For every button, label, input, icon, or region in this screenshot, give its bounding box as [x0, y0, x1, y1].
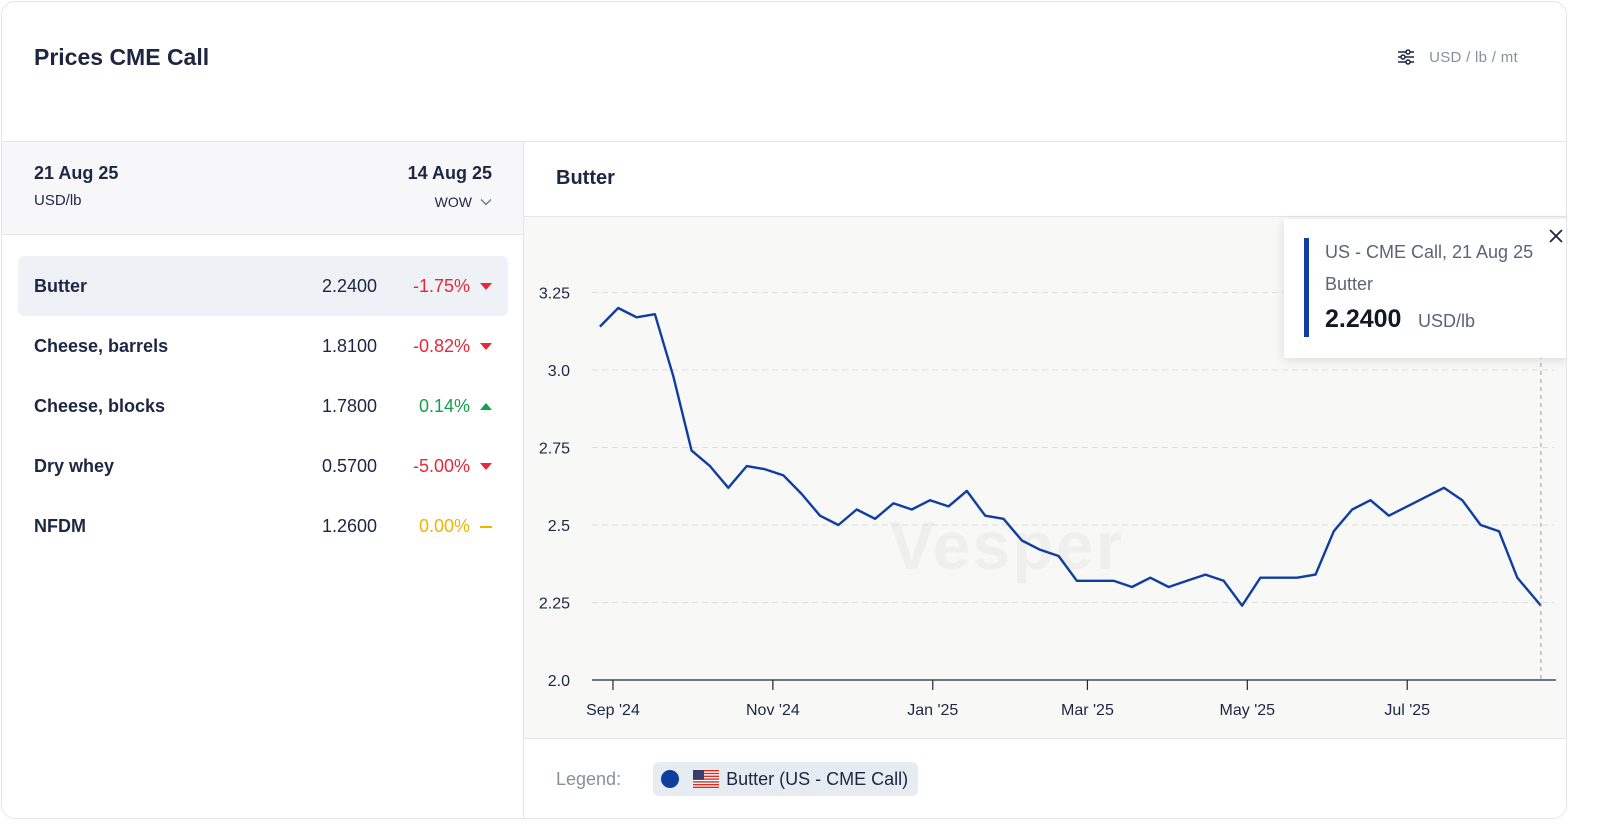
list-item[interactable]: Cheese, blocks 1.7800 0.14%: [18, 376, 508, 436]
tooltip-heading: US - CME Call, 21 Aug 25: [1325, 242, 1534, 262]
compare-date: 14 Aug 25: [407, 163, 492, 183]
tooltip-unit: USD/lb: [1418, 311, 1476, 331]
x-tick-label: May '25: [1220, 702, 1276, 719]
product-name: NFDM: [34, 516, 86, 536]
x-tick-label: Nov '24: [746, 702, 800, 719]
x-tick-label: Mar '25: [1061, 702, 1114, 719]
tooltip-value: 2.2400: [1325, 305, 1402, 333]
y-tick-label: 3.0: [548, 363, 570, 380]
product-value: 1.2600: [321, 516, 377, 536]
card-header: Prices CME Call USD / lb / mt: [2, 2, 1566, 142]
triangle-up-icon: [480, 403, 492, 410]
series-line-butter: [599, 306, 1542, 607]
series-dot-icon: [661, 770, 680, 788]
chart-header: Butter: [524, 142, 1566, 217]
product-name: Dry whey: [34, 456, 115, 476]
chart-legend: Legend: Butter (US - CME Call): [556, 762, 919, 796]
close-icon[interactable]: [1544, 224, 1567, 248]
product-value: 1.8100: [321, 336, 377, 356]
page-title: Prices CME Call: [34, 44, 210, 70]
chart-panel: Butter Vesper 2.0 2.25 2.5 2.75 3.0 3.25 Sep '…: [524, 142, 1566, 818]
us-flag-icon: [693, 770, 720, 788]
tooltip-series: Butter: [1325, 274, 1374, 294]
y-tick-label: 2.75: [539, 441, 570, 458]
price-list-header: 21 Aug 25 USD/lb 14 Aug 25 WOW: [2, 142, 523, 235]
chart-tooltip: US - CME Call, 21 Aug 25 Butter 2.2400 U…: [1284, 219, 1567, 358]
legend-item-butter[interactable]: Butter (US - CME Call): [653, 762, 919, 796]
x-tick-label: Sep '24: [586, 702, 640, 719]
product-value: 2.2400: [321, 276, 377, 296]
units-selector-button[interactable]: USD / lb / mt: [1397, 48, 1518, 66]
sliders-icon: [1398, 49, 1415, 65]
chevron-down-icon: [480, 199, 492, 206]
y-tick-label: 2.0: [548, 673, 570, 690]
product-value: 1.7800: [321, 396, 377, 416]
compare-mode-dropdown[interactable]: WOW: [435, 194, 492, 210]
product-change: 0.00%: [418, 516, 470, 536]
price-list-panel: 21 Aug 25 USD/lb 14 Aug 25 WOW Butter 2.…: [2, 142, 524, 818]
list-item[interactable]: Butter 2.2400 -1.75%: [18, 256, 508, 316]
current-date: 21 Aug 25: [34, 163, 119, 183]
prices-card: Prices CME Call USD / lb / mt 21 Aug 25 …: [1, 1, 1567, 819]
compare-mode-label: WOW: [434, 194, 472, 210]
product-change: -5.00%: [412, 456, 470, 476]
price-unit: USD/lb: [34, 192, 82, 209]
triangle-down-icon: [480, 283, 492, 290]
product-change: -0.82%: [412, 336, 470, 356]
product-name: Cheese, barrels: [34, 336, 169, 356]
units-label: USD / lb / mt: [1429, 48, 1518, 66]
y-tick-label: 3.25: [539, 286, 570, 303]
y-tick-label: 2.25: [539, 596, 570, 613]
x-tick-label: Jul '25: [1384, 702, 1430, 719]
list-item[interactable]: Cheese, barrels 1.8100 -0.82%: [18, 316, 508, 376]
triangle-down-icon: [480, 463, 492, 470]
dash-icon: [480, 526, 492, 528]
product-name: Butter: [34, 276, 87, 296]
product-change: 0.14%: [418, 396, 470, 416]
line-chart[interactable]: 2.0 2.25 2.5 2.75 3.0 3.25 Sep '24 Nov '24 Jan '…: [524, 217, 1567, 739]
price-list: Butter 2.2400 -1.75% Cheese, barrels 1.8…: [18, 256, 508, 556]
list-item[interactable]: NFDM 1.2600 0.00%: [18, 496, 508, 556]
legend-label: Legend:: [556, 768, 622, 789]
x-tick-label: Jan '25: [907, 702, 958, 719]
chart-title: Butter: [556, 167, 615, 189]
list-item[interactable]: Dry whey 0.5700 -5.00%: [18, 436, 508, 496]
product-name: Cheese, blocks: [34, 396, 166, 416]
legend-item-label: Butter (US - CME Call): [726, 768, 909, 789]
y-tick-label: 2.5: [548, 518, 570, 535]
tooltip-series-bar: [1304, 238, 1309, 337]
product-change: -1.75%: [412, 276, 470, 296]
triangle-down-icon: [480, 343, 492, 350]
product-value: 0.5700: [321, 456, 377, 476]
